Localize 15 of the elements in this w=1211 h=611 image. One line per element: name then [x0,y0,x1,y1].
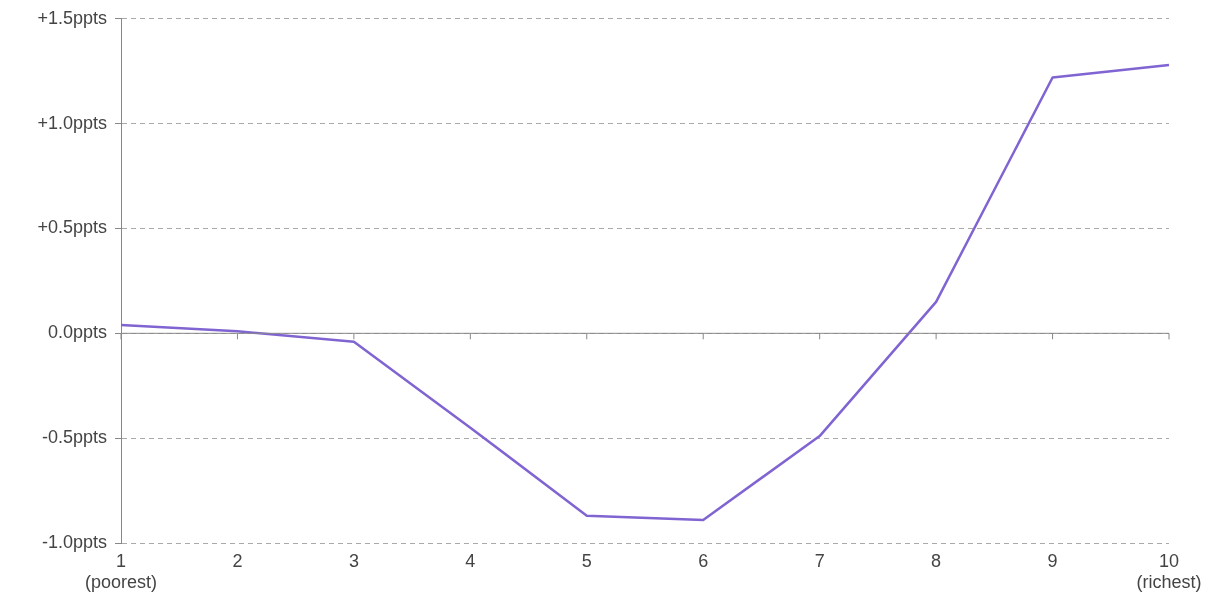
x-tick-label: 7 [814,550,825,571]
x-tick-label: 10 (richest) [1136,550,1202,593]
y-tick-label: +1.0ppts [37,112,107,133]
x-tick-label: 8 [931,550,942,571]
x-tick-label: 4 [465,550,476,571]
y-tick-label: -0.5ppts [41,427,107,448]
y-tick-label: +1.5ppts [37,7,107,28]
x-tick-label: 5 [581,550,592,571]
y-tick-label: -1.0ppts [41,531,107,552]
x-tick-label: 6 [698,550,709,571]
y-tick-label: 0.0ppts [47,322,107,343]
x-tick-label: 2 [232,550,243,571]
y-tick-label: +0.5ppts [37,217,107,238]
x-tick-label: 9 [1047,550,1058,571]
x-tick-label: 3 [348,550,359,571]
